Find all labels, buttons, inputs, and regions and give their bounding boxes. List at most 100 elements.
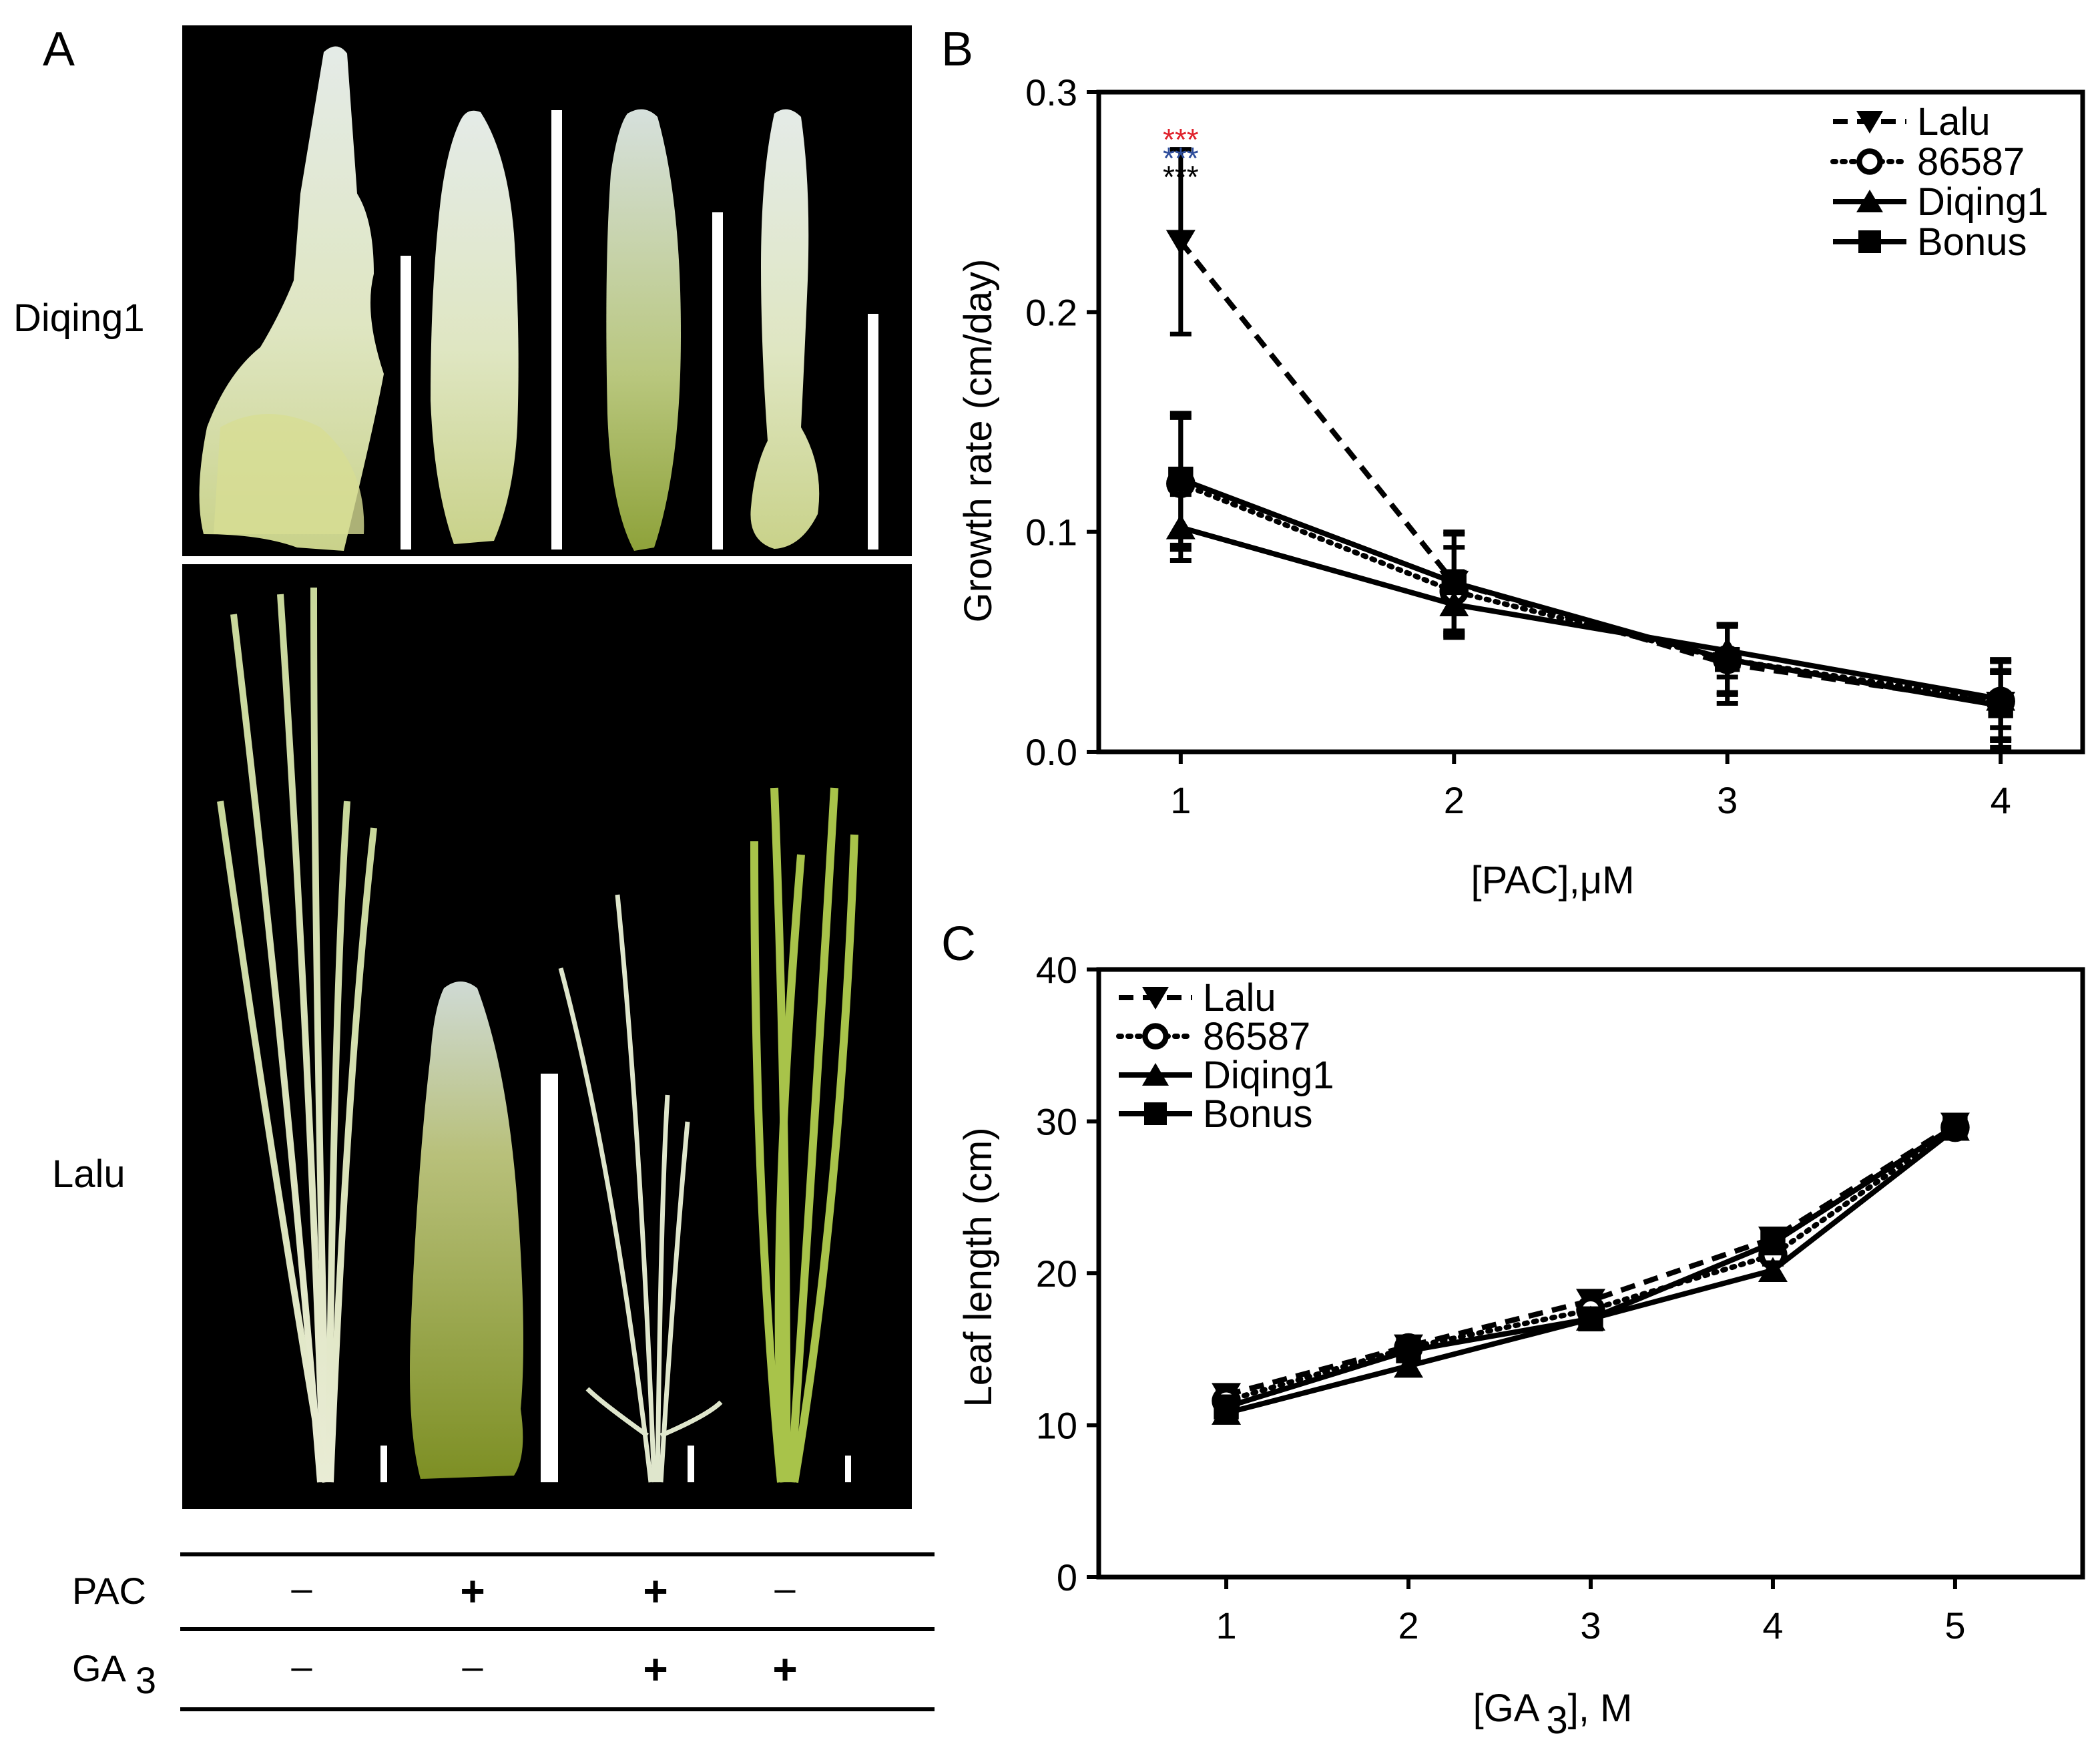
chart-c-y-tick-label: 40: [1036, 949, 1077, 991]
diqing1-spike-3: [606, 109, 681, 552]
chart-c-series-diqing1-point: [1394, 1352, 1424, 1378]
chart-c-y-tick-label: 10: [1036, 1405, 1077, 1447]
chart-c-series-bonus-point: [1578, 1306, 1603, 1331]
lalu-seedling-1: [217, 587, 377, 1483]
pac-value: –: [774, 1567, 796, 1609]
chart-c-y-tick-label: 30: [1036, 1101, 1077, 1143]
treatment-table: PAC GA 3 – + + – – – + +: [72, 1552, 935, 1711]
chart-c-y-tick-label: 0: [1057, 1556, 1077, 1598]
chart-b-x-tick-label: 4: [1991, 779, 2011, 821]
ga3-value: +: [772, 1645, 797, 1693]
panel-a-label: A: [43, 23, 75, 76]
chart-b-y-tick-label: 0.2: [1025, 291, 1077, 333]
pac-value: +: [460, 1567, 485, 1615]
chart-c-series-bonus-point: [1942, 1113, 1968, 1139]
chart-b-x-tick-label: 2: [1444, 779, 1465, 821]
chart-b-series-bonus-line: [1179, 476, 2001, 708]
lalu-seedling-4: [750, 787, 858, 1483]
chart-b-series-lalu-point: [1165, 230, 1196, 255]
chart-b-legend-86587-label: 86587: [1917, 140, 2025, 184]
chart-c-legend-86587-label: 86587: [1203, 1015, 1310, 1058]
panel-a: A: [13, 23, 935, 1711]
ga3-row-label: GA 3: [72, 1647, 156, 1701]
diqing1-spike-2: [431, 110, 519, 544]
chart-c-x-tick-label: 1: [1216, 1604, 1236, 1647]
chart-b-x-axis-label: [PAC],μM: [1471, 859, 1634, 902]
chart-b-series-diqing1-line: [1179, 525, 2001, 702]
chart-c-legend-diqing1-label: Diqing1: [1203, 1054, 1334, 1097]
chart-c-legend-86587-swatch-marker: [1142, 1023, 1169, 1050]
chart-c-x-axis-label: [GA 3], M: [1473, 1687, 1633, 1742]
chart-b-legend-bonus-swatch-marker: [1858, 230, 1881, 253]
chart-b-legend-86587-swatch-marker: [1856, 148, 1883, 175]
chart-b-series-bonus-point: [1441, 570, 1467, 596]
chart-b-y-tick-label: 0.0: [1025, 731, 1077, 773]
chart-b-x-tick-label: 3: [1717, 779, 1738, 821]
chart-c-y-axis-label: Leaf length (cm): [957, 1127, 1000, 1407]
chart-c-series-bonus-point: [1396, 1338, 1421, 1363]
scale-bar-7: [688, 1446, 694, 1482]
chart-b-y-tick-label: 0.3: [1025, 71, 1077, 114]
chart-c-legend-bonus-swatch-marker: [1144, 1102, 1167, 1125]
chart-c-series-86587-line: [1224, 1124, 1958, 1404]
scale-bar-5: [380, 1446, 387, 1482]
chart-b-significance-stars: ***: [1163, 122, 1199, 157]
chart-c-legend-lalu-swatch-marker: [1142, 987, 1169, 1010]
chart-b-legend-diqing1-label: Diqing1: [1917, 180, 2049, 224]
panel-c-label: C: [941, 917, 976, 971]
chart-b: 0.0 0.1 0.2 0.3 1 2 3 4 ********* Lalu86587Diqing…: [1025, 71, 2085, 821]
chart-c-x-tick-label: 5: [1944, 1604, 1965, 1647]
pac-row-label: PAC: [72, 1570, 146, 1612]
chart-b-y-tick-label: 0.1: [1025, 511, 1077, 554]
chart-b-legend-lalu-label: Lalu: [1917, 100, 1991, 144]
ga3-value: –: [462, 1645, 483, 1687]
ga3-value: +: [643, 1645, 668, 1693]
chart-c-x-tick-label: 2: [1398, 1604, 1418, 1647]
chart-c-series-bonus-point: [1214, 1394, 1239, 1420]
chart-b-significance-stars: ***: [1163, 160, 1199, 194]
row-label-diqing1: Diqing1: [13, 296, 145, 340]
scale-bar-6: [541, 1074, 558, 1482]
pac-value: –: [291, 1567, 312, 1609]
chart-c-legend-bonus-label: Bonus: [1203, 1092, 1312, 1136]
diqing1-spike-4: [750, 109, 820, 550]
chart-b-series-bonus-point: [1715, 646, 1740, 672]
panel-c: C Leaf length (cm) [GA 3], M 0 10 20 30 40 1 2 3…: [941, 917, 2085, 1742]
chart-c-series-bonus-point: [1760, 1230, 1786, 1256]
scale-bar-1: [401, 256, 411, 550]
scale-bar-2: [551, 110, 562, 550]
ga3-value: –: [291, 1645, 312, 1687]
chart-c-series-diqing1-point: [1758, 1257, 1788, 1283]
chart-b-series-bonus-point: [1988, 693, 2013, 718]
pac-value: +: [643, 1567, 668, 1615]
lalu-spike-pac: [410, 982, 523, 1479]
chart-c-y-tick-label: 20: [1036, 1253, 1077, 1295]
diqing1-spike-1: [199, 46, 384, 551]
scale-bar-8: [845, 1456, 851, 1482]
lalu-seedling-3: [558, 894, 723, 1483]
scale-bar-3: [712, 212, 723, 550]
chart-c-legend-diqing1-swatch-marker: [1142, 1063, 1169, 1086]
panel-b: B Growth rate (cm/day) [PAC],μM 0.00.10.…: [941, 23, 2085, 902]
chart-b-series-lalu-line: [1178, 240, 2001, 706]
chart-b-plot-frame: [1096, 89, 2085, 754]
photo-block: [182, 25, 912, 1509]
chart-b-legend-diqing1-swatch-marker: [1856, 190, 1883, 212]
chart-b-x-tick-label: 1: [1170, 779, 1191, 821]
chart-b-legend-bonus-label: Bonus: [1917, 220, 2027, 264]
panel-b-label: B: [941, 23, 973, 76]
chart-b-series-bonus-point: [1168, 466, 1194, 492]
chart-c-x-tick-label: 4: [1762, 1604, 1783, 1647]
chart-b-y-axis-label: Growth rate (cm/day): [957, 259, 1000, 623]
chart-c-series-bonus-line: [1225, 1123, 1957, 1410]
row-label-lalu: Lalu: [52, 1152, 125, 1196]
scale-bar-4: [868, 314, 878, 550]
chart-b-series-86587-line: [1177, 481, 2004, 704]
chart-b-legend-lalu-swatch-marker: [1856, 111, 1883, 134]
chart-c-x-tick-label: 3: [1580, 1604, 1601, 1647]
chart-c-series-lalu-line: [1226, 1122, 1957, 1397]
chart-c-legend-lalu-label: Lalu: [1203, 976, 1276, 1020]
chart-b-significance-stars: ***: [1163, 141, 1199, 176]
